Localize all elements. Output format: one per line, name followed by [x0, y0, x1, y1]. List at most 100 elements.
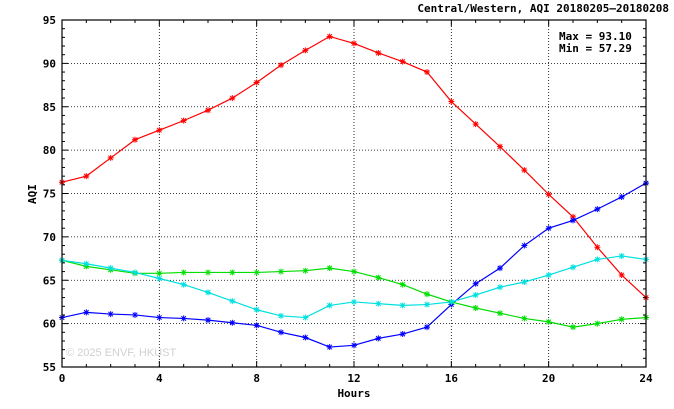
data-point — [570, 324, 576, 331]
data-point — [375, 274, 382, 281]
data-point — [278, 329, 284, 336]
data-point — [326, 265, 333, 272]
data-point — [180, 117, 187, 124]
data-point — [156, 270, 163, 277]
data-point — [253, 269, 260, 276]
x-tick-label: 0 — [59, 372, 66, 385]
x-tick-label: 24 — [639, 372, 653, 385]
x-tick-label: 16 — [445, 372, 459, 385]
data-point — [497, 284, 503, 291]
data-point — [448, 98, 455, 105]
data-point — [302, 267, 309, 274]
data-point — [107, 154, 114, 161]
data-point — [229, 269, 236, 276]
data-point — [545, 225, 552, 232]
data-point — [132, 269, 138, 276]
series-line — [61, 182, 647, 348]
data-point — [570, 217, 576, 224]
data-point — [156, 127, 163, 134]
max-stat: Max = 93.10 — [559, 30, 632, 43]
data-point — [180, 269, 187, 276]
data-point — [594, 320, 601, 327]
x-tick-label: 4 — [156, 372, 163, 385]
y-tick-label: 85 — [43, 101, 56, 114]
data-point — [351, 40, 357, 47]
data-point — [229, 298, 236, 305]
watermark-text: © 2025 ENVF, HKUST — [66, 347, 176, 359]
data-point — [83, 309, 90, 316]
data-point — [302, 47, 309, 54]
data-point — [205, 107, 211, 114]
x-axis-label: Hours — [337, 387, 370, 400]
data-point — [424, 301, 430, 308]
data-point — [521, 167, 528, 174]
y-tick-labels: 55 60 65 70 75 80 85 90 95 — [43, 14, 646, 374]
x-tick-labels: 0 4 8 12 16 20 24 — [59, 20, 653, 385]
data-point — [253, 322, 260, 329]
data-point — [180, 281, 187, 288]
data-point — [618, 252, 625, 259]
data-point — [326, 33, 333, 40]
data-point — [375, 335, 382, 342]
data-point — [545, 191, 552, 198]
data-point — [399, 58, 406, 65]
x-tick-label: 12 — [347, 372, 360, 385]
series-group — [59, 33, 649, 351]
data-point — [351, 268, 357, 275]
data-point — [229, 95, 236, 102]
data-point — [618, 316, 625, 323]
data-point — [594, 244, 601, 251]
data-point — [545, 318, 552, 325]
data-point — [326, 344, 333, 351]
min-stat: Min = 57.29 — [559, 42, 632, 55]
data-point — [205, 269, 211, 276]
data-point — [497, 310, 503, 317]
y-tick-label: 70 — [43, 231, 56, 244]
data-point — [278, 62, 284, 69]
data-point — [351, 342, 357, 349]
y-tick-label: 95 — [43, 14, 56, 27]
data-point — [521, 242, 528, 249]
data-point — [180, 315, 187, 322]
data-point — [521, 315, 528, 322]
data-point — [497, 143, 503, 150]
data-point — [424, 324, 430, 331]
data-point — [205, 317, 211, 324]
x-tick-label: 8 — [253, 372, 260, 385]
series-1 — [59, 33, 649, 301]
data-point — [472, 305, 479, 312]
data-point — [253, 306, 260, 313]
data-point — [375, 300, 382, 307]
x-tick-label: 20 — [542, 372, 555, 385]
data-point — [83, 260, 90, 267]
data-point — [472, 280, 479, 287]
y-tick-label: 75 — [43, 188, 56, 201]
data-point — [545, 272, 552, 279]
chart-title: Central/Western, AQI 20180205–20180208 — [417, 2, 669, 15]
data-point — [107, 311, 114, 318]
y-tick-label: 60 — [43, 318, 56, 331]
data-point — [132, 136, 138, 143]
data-point — [83, 173, 90, 180]
data-point — [156, 275, 163, 282]
data-point — [594, 206, 601, 213]
data-point — [448, 298, 455, 305]
data-point — [570, 264, 576, 271]
watermark: © 2025 ENVF, HKUST — [66, 347, 176, 359]
data-point — [278, 312, 284, 319]
data-point — [399, 281, 406, 288]
y-tick-label: 80 — [43, 144, 56, 157]
data-point — [618, 193, 625, 200]
data-point — [132, 311, 138, 318]
data-point — [326, 302, 333, 309]
data-point — [424, 291, 430, 298]
y-tick-label: 55 — [43, 361, 56, 374]
data-point — [399, 331, 406, 338]
data-point — [351, 298, 357, 305]
data-point — [205, 289, 211, 296]
data-point — [570, 213, 576, 220]
data-point — [253, 79, 260, 86]
data-point — [618, 272, 625, 279]
data-point — [472, 121, 479, 128]
